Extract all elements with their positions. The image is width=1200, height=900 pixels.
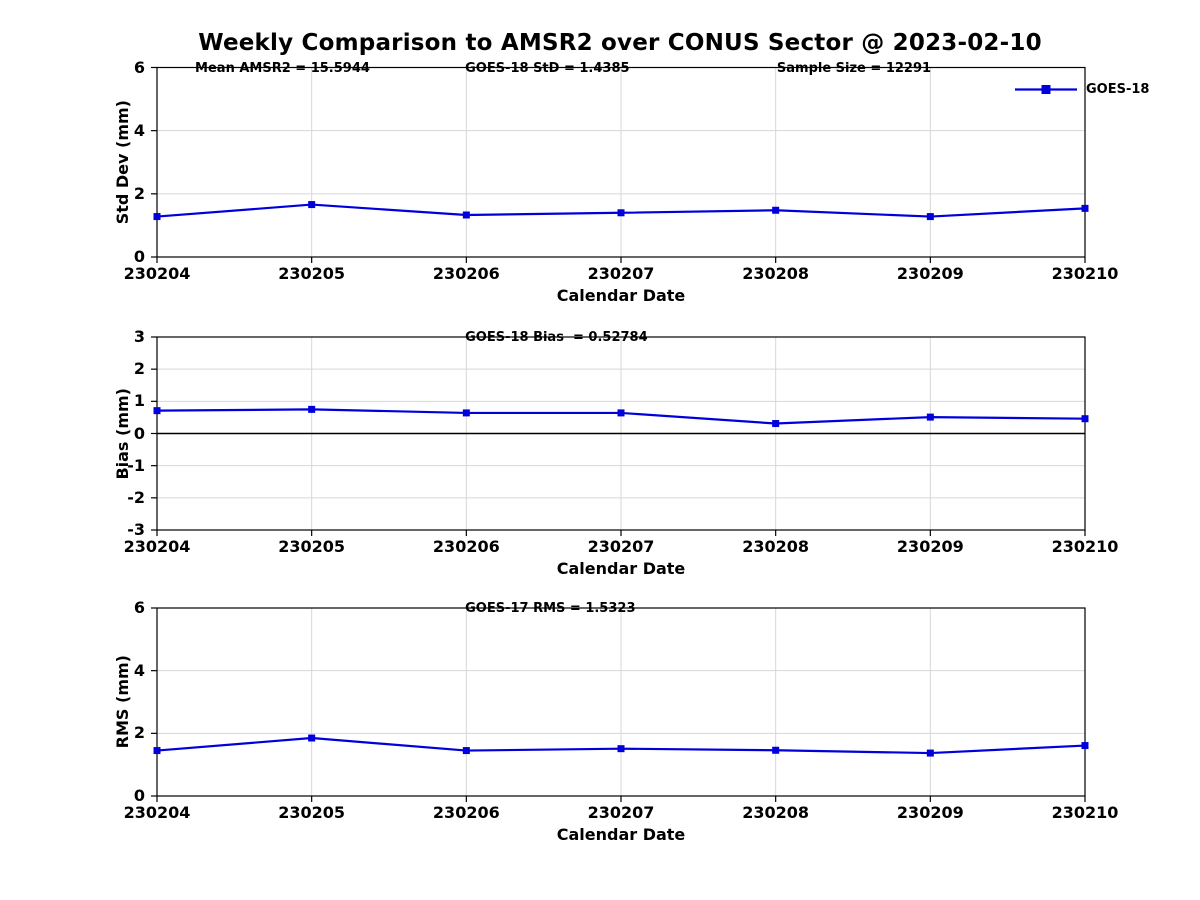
x-tick-label: 230207 <box>587 264 655 283</box>
y-tick-label: -1 <box>127 455 145 475</box>
y-tick-label: 6 <box>133 598 145 617</box>
legend-line-icon <box>1015 85 1077 94</box>
y-tick-label: 6 <box>133 57 145 77</box>
data-point-marker <box>1081 204 1089 212</box>
x-tick-label: 230206 <box>432 537 500 556</box>
y-tick-label: 2 <box>133 183 145 203</box>
y-tick-label: 4 <box>133 660 145 680</box>
data-point-marker <box>308 405 316 413</box>
y-tick-label: 2 <box>133 723 145 743</box>
x-axis-label: Calendar Date <box>556 825 686 844</box>
x-tick-label: 230204 <box>123 537 191 556</box>
annotation: GOES-18 Bias = 0.52784 <box>465 330 648 345</box>
x-tick-label: 230204 <box>123 264 191 283</box>
rms-y-axis-label: RMS (mm) <box>104 608 140 796</box>
y-tick-label: 0 <box>133 786 145 805</box>
y-tick-label: 0 <box>133 423 145 443</box>
data-point-marker <box>462 211 470 219</box>
x-tick-label: 230204 <box>123 803 191 822</box>
data-point-marker <box>153 213 161 221</box>
y-tick-label: 1 <box>133 391 145 411</box>
y-tick-label: 4 <box>133 120 145 140</box>
data-point-marker <box>1081 415 1089 423</box>
y-tick-label: -3 <box>127 520 145 539</box>
data-point-marker <box>617 409 625 417</box>
x-tick-label: 230209 <box>896 803 964 822</box>
y-tick-label: 3 <box>133 327 145 346</box>
annotation: Mean AMSR2 = 15.5944 <box>195 60 370 76</box>
data-point-marker <box>772 206 780 214</box>
data-point-marker <box>153 747 161 755</box>
chart-title: Weekly Comparison to AMSR2 over CONUS Se… <box>198 30 1042 56</box>
data-point-marker <box>926 413 934 421</box>
x-tick-label: 230205 <box>278 803 346 822</box>
x-tick-label: 230210 <box>1051 537 1119 556</box>
x-axis-label: Calendar Date <box>556 286 686 305</box>
x-tick-label: 230205 <box>278 537 346 556</box>
data-point-marker <box>926 213 934 221</box>
data-point-marker <box>1081 742 1089 750</box>
x-tick-label: 230208 <box>742 537 810 556</box>
annotation: GOES-17 RMS = 1.5323 <box>465 601 636 616</box>
x-tick-label: 230207 <box>587 537 655 556</box>
x-axis-label: Calendar Date <box>556 559 686 578</box>
data-point-marker <box>772 746 780 754</box>
y-tick-label: -2 <box>127 487 145 507</box>
data-point-marker <box>617 209 625 217</box>
data-point-marker <box>462 409 470 417</box>
x-tick-label: 230210 <box>1051 264 1119 283</box>
x-tick-label: 230206 <box>432 803 500 822</box>
x-tick-label: 230207 <box>587 803 655 822</box>
x-tick-label: 230209 <box>896 537 964 556</box>
legend-label: GOES-18 <box>1086 82 1150 97</box>
y-tick-label: 0 <box>133 247 145 266</box>
x-tick-label: 230208 <box>742 803 810 822</box>
data-point-marker <box>153 407 161 415</box>
data-point-marker <box>462 747 470 755</box>
legend: GOES-18 <box>1013 82 1149 97</box>
data-point-marker <box>308 201 316 209</box>
x-tick-label: 230210 <box>1051 803 1119 822</box>
annotation: GOES-18 StD = 1.4385 <box>465 60 630 76</box>
data-point-marker <box>772 420 780 428</box>
x-tick-label: 230206 <box>432 264 500 283</box>
x-tick-label: 230208 <box>742 264 810 283</box>
data-point-marker <box>617 745 625 753</box>
data-point-marker <box>926 749 934 757</box>
y-tick-label: 2 <box>133 359 145 379</box>
x-tick-label: 230209 <box>896 264 964 283</box>
data-point-marker <box>308 734 316 742</box>
annotation: Sample Size = 12291 <box>776 60 932 76</box>
x-tick-label: 230205 <box>278 264 346 283</box>
